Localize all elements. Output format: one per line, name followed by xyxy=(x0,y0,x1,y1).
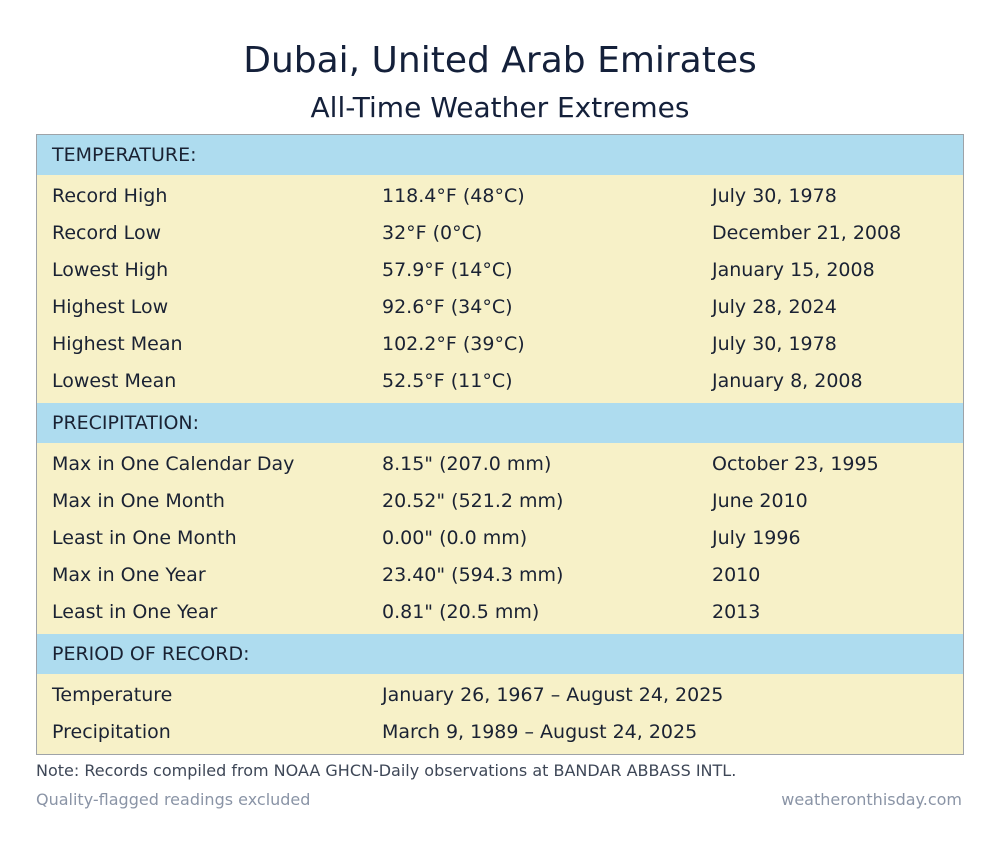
row-label: Record Low xyxy=(52,222,162,244)
row-label: Temperature xyxy=(52,684,173,706)
row-label: Max in One Calendar Day xyxy=(52,453,295,475)
table-row: Highest Low 92.6°F (34°C) July 28, 2024 xyxy=(37,289,963,326)
section-body-temperature: Record High 118.4°F (48°C) July 30, 1978… xyxy=(37,175,963,403)
row-date: June 2010 xyxy=(712,490,808,512)
row-date: July 28, 2024 xyxy=(712,296,837,318)
row-value: 23.40" (594.3 mm) xyxy=(382,564,564,586)
row-label: Highest Low xyxy=(52,296,169,318)
row-label: Record High xyxy=(52,185,168,207)
section-header-temperature: TEMPERATURE: xyxy=(37,135,963,175)
row-label: Max in One Month xyxy=(52,490,225,512)
row-date: October 23, 1995 xyxy=(712,453,879,475)
page-title: Dubai, United Arab Emirates xyxy=(243,40,757,81)
table-row: Record High 118.4°F (48°C) July 30, 1978 xyxy=(37,178,963,215)
row-label: Least in One Year xyxy=(52,601,218,623)
site-credit: weatheronthisday.com xyxy=(781,790,962,809)
row-value: 0.00" (0.0 mm) xyxy=(382,527,528,549)
row-value: 32°F (0°C) xyxy=(382,222,483,244)
row-value: 8.15" (207.0 mm) xyxy=(382,453,552,475)
quality-flag-note: Quality-flagged readings excluded xyxy=(36,790,311,809)
table-row: Least in One Year 0.81" (20.5 mm) 2013 xyxy=(37,594,963,631)
row-label: Lowest High xyxy=(52,259,169,281)
row-date: 2010 xyxy=(712,564,761,586)
row-date: January 15, 2008 xyxy=(712,259,875,281)
row-value: 52.5°F (11°C) xyxy=(382,370,513,392)
row-value: 20.52" (521.2 mm) xyxy=(382,490,564,512)
table-row: Precipitation March 9, 1989 – August 24,… xyxy=(37,714,963,751)
row-date: July 30, 1978 xyxy=(712,185,837,207)
row-date: 2013 xyxy=(712,601,761,623)
table-row: Least in One Month 0.00" (0.0 mm) July 1… xyxy=(37,520,963,557)
row-value: 102.2°F (39°C) xyxy=(382,333,525,355)
table-row: Max in One Calendar Day 8.15" (207.0 mm)… xyxy=(37,446,963,483)
row-label: Max in One Year xyxy=(52,564,206,586)
section-body-precipitation: Max in One Calendar Day 8.15" (207.0 mm)… xyxy=(37,443,963,634)
section-header-precipitation: PRECIPITATION: xyxy=(37,403,963,443)
row-date: January 8, 2008 xyxy=(712,370,863,392)
row-value: 118.4°F (48°C) xyxy=(382,185,525,207)
section-header-period-of-record: PERIOD OF RECORD: xyxy=(37,634,963,674)
section-body-period-of-record: Temperature January 26, 1967 – August 24… xyxy=(37,674,963,754)
row-value: 0.81" (20.5 mm) xyxy=(382,601,540,623)
table-row: Max in One Month 20.52" (521.2 mm) June … xyxy=(37,483,963,520)
row-value: 92.6°F (34°C) xyxy=(382,296,513,318)
data-source-note: Note: Records compiled from NOAA GHCN-Da… xyxy=(36,761,737,780)
page-subtitle: All-Time Weather Extremes xyxy=(310,91,690,124)
row-date: July 30, 1978 xyxy=(712,333,837,355)
row-value: March 9, 1989 – August 24, 2025 xyxy=(382,721,698,743)
table-row: Record Low 32°F (0°C) December 21, 2008 xyxy=(37,215,963,252)
row-label: Precipitation xyxy=(52,721,171,743)
row-label: Lowest Mean xyxy=(52,370,177,392)
extremes-table: TEMPERATURE: Record High 118.4°F (48°C) … xyxy=(36,134,964,755)
row-label: Least in One Month xyxy=(52,527,237,549)
table-row: Highest Mean 102.2°F (39°C) July 30, 197… xyxy=(37,326,963,363)
row-value: January 26, 1967 – August 24, 2025 xyxy=(382,684,724,706)
table-row: Temperature January 26, 1967 – August 24… xyxy=(37,677,963,714)
row-value: 57.9°F (14°C) xyxy=(382,259,513,281)
table-row: Lowest High 57.9°F (14°C) January 15, 20… xyxy=(37,252,963,289)
row-label: Highest Mean xyxy=(52,333,183,355)
row-date: July 1996 xyxy=(712,527,801,549)
table-row: Lowest Mean 52.5°F (11°C) January 8, 200… xyxy=(37,363,963,400)
table-row: Max in One Year 23.40" (594.3 mm) 2010 xyxy=(37,557,963,594)
row-date: December 21, 2008 xyxy=(712,222,902,244)
